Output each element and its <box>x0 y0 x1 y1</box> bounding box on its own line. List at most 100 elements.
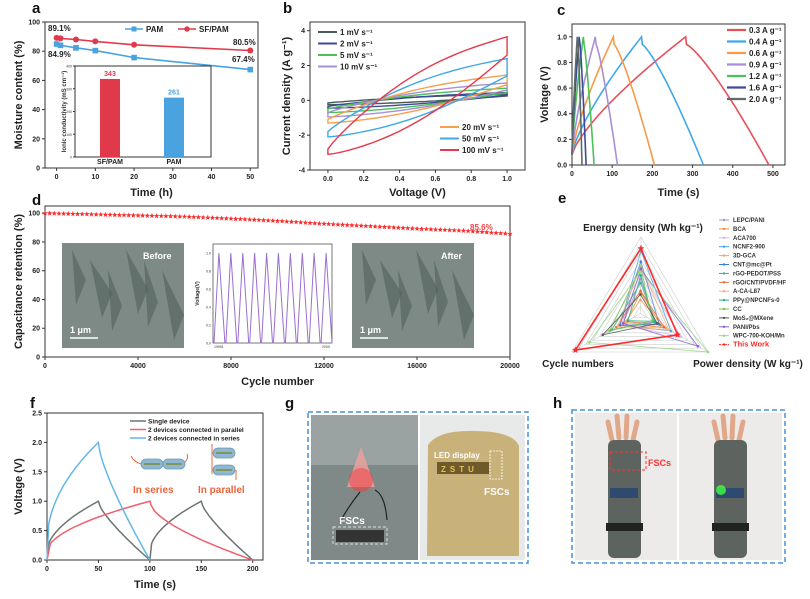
series-line <box>327 91 508 109</box>
legend-marker <box>722 218 726 222</box>
data-point <box>679 335 683 338</box>
legend-marker <box>722 236 726 239</box>
inset-cycling-curve: 0.0 0.2 0.4 0.6 0.8 1.0 19991 2000 Voltage(V) <box>195 243 333 349</box>
data-point <box>73 45 79 51</box>
led-label: LED display <box>434 451 480 460</box>
data-point <box>57 42 64 49</box>
data-point <box>321 221 327 227</box>
legend-label: rGO/CNT/PVDF/HF <box>733 280 786 286</box>
y-axis-label: Voltage (V) <box>13 458 25 515</box>
x-tick-label: 400 <box>727 171 739 178</box>
sem-label: After <box>441 251 462 261</box>
y-tick-label: 1.0 <box>32 499 42 506</box>
data-point <box>493 230 499 236</box>
panel-f: 0 50 100 150 200 0.0 0.5 1.0 1.5 2.0 2.5 Time (s) Vo… <box>13 411 264 591</box>
series-retention <box>42 210 513 237</box>
legend: LEPC/PANI BCA ACA700 NCNF2-900 3D-GCA CNT@mc@… <box>719 218 786 349</box>
data-point <box>507 231 513 237</box>
y-tick-label: 0.4 <box>557 111 567 118</box>
legend-marker <box>722 290 726 293</box>
legend-label: 0.3 A g⁻¹ <box>749 26 782 35</box>
sem-texture <box>108 270 122 331</box>
radar-grid <box>571 236 709 353</box>
sem-photo <box>62 243 184 348</box>
data-point <box>587 341 591 344</box>
data-point <box>181 213 188 219</box>
data-point <box>112 212 118 218</box>
y-tick-label: 2.5 <box>32 411 42 418</box>
gcd-curve <box>571 36 583 166</box>
sem-texture <box>398 270 412 331</box>
data-point <box>465 228 471 234</box>
data-point <box>214 215 220 221</box>
panel-g: FSCs ZSTU LED display FSCs <box>307 411 529 564</box>
led-display <box>437 462 489 474</box>
series-line <box>327 74 508 124</box>
y-axis-label: Voltage (V) <box>539 66 551 123</box>
data-point <box>405 225 411 231</box>
series-sf-pam <box>53 34 254 54</box>
legend-marker <box>722 281 726 284</box>
hand-icon <box>711 413 746 443</box>
data-point <box>102 211 109 217</box>
radar-series <box>572 244 681 353</box>
annotation: 85.6% <box>470 223 493 232</box>
plot-frame <box>44 21 259 169</box>
legend-label: PAM <box>146 25 164 34</box>
gcd-curve <box>571 33 656 166</box>
y-tick-label: 60 <box>32 268 40 275</box>
panel-label: f <box>30 395 36 412</box>
y-tick-label: 0.4 <box>206 306 211 310</box>
annotation: 80.5% <box>233 38 256 47</box>
data-point <box>377 224 383 229</box>
legend-marker <box>722 343 726 346</box>
data-point <box>639 281 642 285</box>
x-tick-label: 300 <box>687 171 699 178</box>
x-tick-label: 20000 <box>500 363 520 370</box>
data-point <box>72 36 79 43</box>
data-point <box>460 227 467 233</box>
legend-label: MoS₂@MXene <box>733 316 774 322</box>
panel-label: g <box>285 395 294 412</box>
plot-frame <box>46 412 264 561</box>
sem-texture <box>162 270 184 340</box>
legend-label: 5 mV s⁻¹ <box>340 51 373 60</box>
data-point <box>618 323 622 327</box>
data-point <box>451 227 457 233</box>
x-tick-label: 100 <box>144 566 156 573</box>
data-point <box>470 228 476 234</box>
x-tick-label: 150 <box>195 566 207 573</box>
x-axis-label: Cycle number <box>241 376 314 388</box>
bar-value-label: 261 <box>168 90 180 97</box>
data-point <box>167 213 174 219</box>
y-tick-label: 100 <box>66 133 72 137</box>
sem-texture <box>362 250 376 305</box>
legend-label: 1 mV s⁻¹ <box>340 28 373 37</box>
data-point <box>65 211 71 216</box>
data-point <box>639 274 642 277</box>
sem-photo <box>352 243 474 348</box>
legend-marker <box>722 272 726 275</box>
bar <box>100 78 120 157</box>
data-point <box>639 293 642 296</box>
y-tick-label: 0.0 <box>32 558 42 565</box>
wire <box>339 489 388 523</box>
data-point <box>657 323 661 326</box>
y-tick-label: 60 <box>32 78 40 85</box>
y-tick-label: 1.0 <box>206 252 211 256</box>
sem-image-after: After 1 μm <box>352 243 474 348</box>
data-point <box>358 223 364 229</box>
y-tick-label: 20 <box>32 326 40 333</box>
data-point <box>56 210 62 216</box>
panel-label: d <box>32 192 41 209</box>
data-point <box>307 220 313 226</box>
data-point <box>88 211 95 217</box>
x-tick-label: 200 <box>647 171 659 178</box>
radar-line <box>624 299 668 329</box>
data-point <box>339 222 346 228</box>
data-point <box>57 35 64 42</box>
led-glow <box>349 468 373 492</box>
legend-label: BCA <box>733 227 747 233</box>
bar-value-label: 343 <box>104 71 116 78</box>
